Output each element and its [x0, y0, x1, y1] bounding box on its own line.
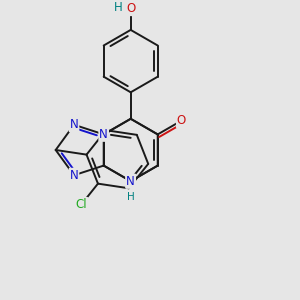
Text: N: N: [70, 169, 78, 182]
Text: O: O: [126, 2, 135, 15]
Text: N: N: [126, 175, 135, 188]
Text: O: O: [177, 114, 186, 127]
Text: N: N: [126, 175, 135, 188]
Text: N: N: [70, 118, 78, 131]
Text: H: H: [127, 192, 135, 202]
Text: N: N: [99, 128, 108, 141]
Text: Cl: Cl: [76, 198, 87, 211]
Text: H: H: [114, 1, 122, 14]
